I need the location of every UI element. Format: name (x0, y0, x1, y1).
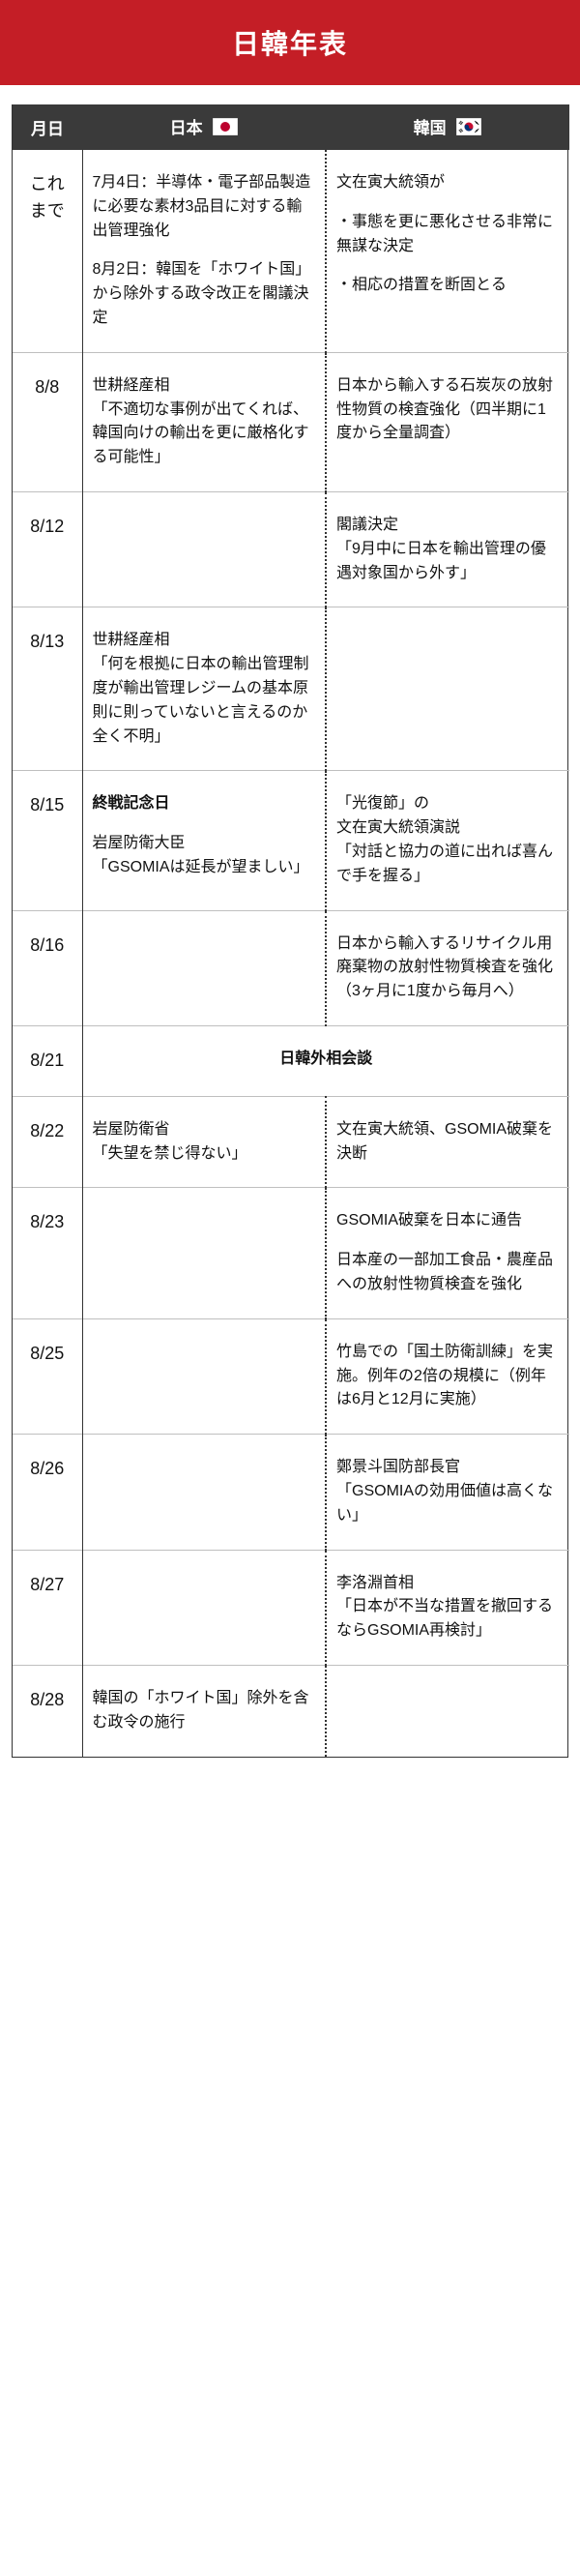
cell-paragraph: 鄭景斗国防部長官「GSOMIAの効用価値は高くない」 (336, 1456, 560, 1527)
date-cell: 8/26 (13, 1435, 82, 1550)
japan-cell: 7月4日：半導体・電子部品製造に必要な素材3品目に対する輸出管理強化 8月2日：韓… (82, 150, 326, 352)
cell-paragraph: 韓国の「ホワイト国」除外を含む政令の施行 (93, 1687, 316, 1735)
date-cell: 8/28 (13, 1665, 82, 1756)
korea-flag-icon (456, 118, 481, 140)
cell-paragraph: 8月2日：韓国を「ホワイト国」から除外する政令改正を閣議決定 (93, 258, 316, 330)
header-row: 月日 日本 韓国 (13, 104, 569, 150)
korea-cell (326, 1665, 569, 1756)
table-row: 8/21日韓外相会談 (13, 1025, 569, 1096)
table-row: 8/15終戦記念日岩屋防衛大臣「GSOMIAは延長が望ましい」「光復節」の文在寅… (13, 771, 569, 910)
table-row: 8/23 GSOMIA破棄を日本に通告日本産の一部加工食品・農産品への放射性物質検… (13, 1188, 569, 1318)
header-date-label: 月日 (31, 120, 64, 138)
date-cell: 8/25 (13, 1318, 82, 1434)
cell-paragraph: 世耕経産相「不適切な事例が出てくれば、韓国向けの輸出を更に厳格化する可能性」 (93, 374, 316, 470)
cell-paragraph: 日本から輸入するリサイクル用廃棄物の放射性物質検査を強化（3ヶ月に1度から毎月へ… (336, 933, 560, 1004)
date-cell: 8/27 (13, 1550, 82, 1665)
table-row: 8/13世耕経産相「何を根拠に日本の輸出管理制度が輸出管理レジームの基本原則に則… (13, 607, 569, 771)
header-date: 月日 (13, 104, 82, 150)
cell-paragraph: 岩屋防衛省「失望を禁じ得ない」 (93, 1118, 316, 1167)
japan-cell (82, 1435, 326, 1550)
korea-cell: 「光復節」の文在寅大統領演説「対話と協力の道に出れば喜んで手を握る」 (326, 771, 569, 910)
japan-cell (82, 1188, 326, 1318)
header-japan-label: 日本 (170, 119, 203, 137)
japan-cell: 韓国の「ホワイト国」除外を含む政令の施行 (82, 1665, 326, 1756)
cell-paragraph: 日本産の一部加工食品・農産品への放射性物質検査を強化 (336, 1249, 560, 1297)
cell-paragraph: ・事態を更に悪化させる非常に無謀な決定 (336, 211, 560, 259)
table-row: 8/8世耕経産相「不適切な事例が出てくれば、韓国向けの輸出を更に厳格化する可能性… (13, 352, 569, 491)
japan-cell (82, 1550, 326, 1665)
korea-cell: 閣議決定「9月中に日本を輸出管理の優遇対象国から外す」 (326, 491, 569, 607)
korea-cell: 日本から輸入する石炭灰の放射性物質の検査強化（四半期に1度から全量調査） (326, 352, 569, 491)
header-korea: 韓国 (326, 104, 569, 150)
korea-cell: 日本から輸入するリサイクル用廃棄物の放射性物質検査を強化（3ヶ月に1度から毎月へ… (326, 910, 569, 1025)
timeline-table: 月日 日本 韓国 (13, 104, 569, 1757)
date-cell: 8/12 (13, 491, 82, 607)
table-row: 8/25 竹島での「国土防衛訓練」を実施。例年の2倍の規模に（例年は6月と12月に… (13, 1318, 569, 1434)
japan-flag-icon (213, 118, 238, 140)
cell-paragraph: 岩屋防衛大臣「GSOMIAは延長が望ましい」 (93, 832, 316, 880)
japan-cell: 岩屋防衛省「失望を禁じ得ない」 (82, 1096, 326, 1188)
table-body: これまで7月4日：半導体・電子部品製造に必要な素材3品目に対する輸出管理強化 8月… (13, 150, 569, 1757)
date-cell: 8/16 (13, 910, 82, 1025)
table-row: 8/12 閣議決定「9月中に日本を輸出管理の優遇対象国から外す」 (13, 491, 569, 607)
japan-cell (82, 1318, 326, 1434)
cell-paragraph: 7月4日：半導体・電子部品製造に必要な素材3品目に対する輸出管理強化 (93, 171, 316, 243)
merged-cell: 日韓外相会談 (82, 1025, 569, 1096)
table-row: 8/22岩屋防衛省「失望を禁じ得ない」文在寅大統領、GSOMIA破棄を決断 (13, 1096, 569, 1188)
cell-paragraph: 終戦記念日 (93, 792, 316, 816)
header-korea-label: 韓国 (414, 119, 447, 137)
cell-paragraph: 閣議決定「9月中に日本を輸出管理の優遇対象国から外す」 (336, 514, 560, 585)
date-cell: 8/8 (13, 352, 82, 491)
date-cell: 8/15 (13, 771, 82, 910)
korea-cell: 鄭景斗国防部長官「GSOMIAの効用価値は高くない」 (326, 1435, 569, 1550)
cell-paragraph: 文在寅大統領が (336, 171, 560, 195)
table-row: 8/16 日本から輸入するリサイクル用廃棄物の放射性物質検査を強化（3ヶ月に1度か… (13, 910, 569, 1025)
table-row: 8/28韓国の「ホワイト国」除外を含む政令の施行 (13, 1665, 569, 1756)
date-cell: 8/22 (13, 1096, 82, 1188)
date-cell: 8/13 (13, 607, 82, 771)
korea-cell (326, 607, 569, 771)
korea-cell: 竹島での「国土防衛訓練」を実施。例年の2倍の規模に（例年は6月と12月に実施） (326, 1318, 569, 1434)
cell-paragraph: 竹島での「国土防衛訓練」を実施。例年の2倍の規模に（例年は6月と12月に実施） (336, 1341, 560, 1412)
date-cell: 8/23 (13, 1188, 82, 1318)
date-cell: これまで (13, 150, 82, 352)
japan-cell (82, 491, 326, 607)
cell-paragraph: 文在寅大統領、GSOMIA破棄を決断 (336, 1118, 560, 1167)
japan-cell: 世耕経産相「何を根拠に日本の輸出管理制度が輸出管理レジームの基本原則に則っていな… (82, 607, 326, 771)
table-row: 8/27 李洛淵首相「日本が不当な措置を撤回するならGSOMIA再検討」 (13, 1550, 569, 1665)
title-text: 日韓年表 (232, 29, 348, 59)
japan-cell: 終戦記念日岩屋防衛大臣「GSOMIAは延長が望ましい」 (82, 771, 326, 910)
cell-paragraph: 李洛淵首相「日本が不当な措置を撤回するならGSOMIA再検討」 (336, 1572, 560, 1643)
cell-paragraph: ・相応の措置を断固とる (336, 274, 560, 298)
table-row: これまで7月4日：半導体・電子部品製造に必要な素材3品目に対する輸出管理強化 8月… (13, 150, 569, 352)
cell-paragraph: 日本から輸入する石炭灰の放射性物質の検査強化（四半期に1度から全量調査） (336, 374, 560, 446)
header-japan: 日本 (82, 104, 326, 150)
korea-cell: 文在寅大統領、GSOMIA破棄を決断 (326, 1096, 569, 1188)
korea-cell: 文在寅大統領が・事態を更に悪化させる非常に無謀な決定・相応の措置を断固とる (326, 150, 569, 352)
japan-cell (82, 910, 326, 1025)
table-row: 8/26 鄭景斗国防部長官「GSOMIAの効用価値は高くない」 (13, 1435, 569, 1550)
table-wrap: 月日 日本 韓国 (0, 85, 580, 1781)
korea-cell: GSOMIA破棄を日本に通告日本産の一部加工食品・農産品への放射性物質検査を強化 (326, 1188, 569, 1318)
japan-cell: 世耕経産相「不適切な事例が出てくれば、韓国向けの輸出を更に厳格化する可能性」 (82, 352, 326, 491)
cell-paragraph: 「光復節」の文在寅大統領演説「対話と協力の道に出れば喜んで手を握る」 (336, 792, 560, 888)
cell-paragraph: GSOMIA破棄を日本に通告 (336, 1209, 560, 1233)
title-bar: 日韓年表 (0, 0, 580, 85)
cell-paragraph: 世耕経産相「何を根拠に日本の輸出管理制度が輸出管理レジームの基本原則に則っていな… (93, 629, 316, 749)
date-cell: 8/21 (13, 1025, 82, 1096)
korea-cell: 李洛淵首相「日本が不当な措置を撤回するならGSOMIA再検討」 (326, 1550, 569, 1665)
